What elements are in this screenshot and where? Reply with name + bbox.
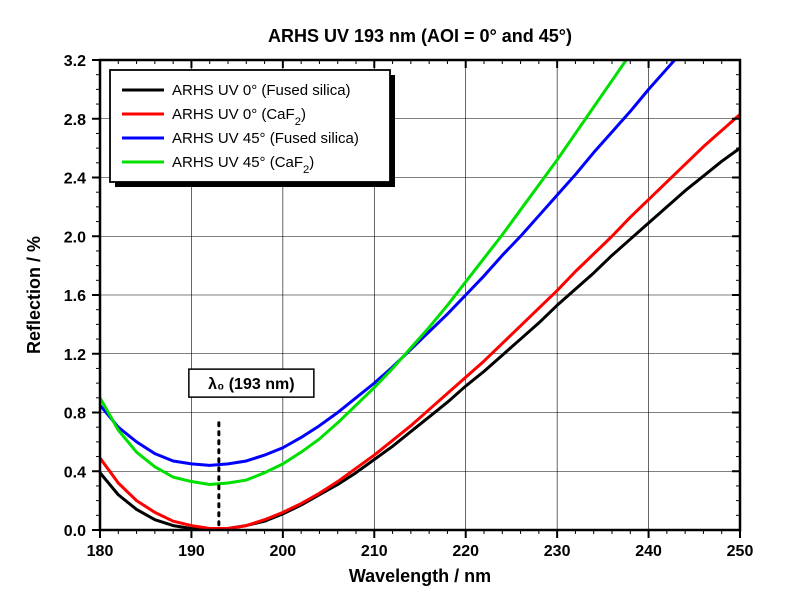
x-axis-label: Wavelength / nm	[349, 566, 491, 586]
y-axis-label: Reflection / %	[24, 236, 44, 354]
y-tick-label: 0.0	[64, 523, 86, 540]
x-tick-label: 220	[452, 543, 479, 560]
y-tick-label: 1.2	[64, 347, 86, 364]
legend-label: ARHS UV 0° (Fused silica)	[172, 82, 351, 99]
y-tick-label: 0.4	[64, 464, 86, 481]
x-tick-label: 210	[361, 543, 388, 560]
y-tick-label: 3.2	[64, 53, 86, 70]
chart-container: λ₀ (193 nm) 180 190 200 210 220 230 240 250 0.0 0.…	[0, 0, 800, 600]
x-tick-label: 250	[727, 543, 754, 560]
y-tick-label: 2.0	[64, 229, 86, 246]
legend-label: ARHS UV 45° (Fused silica)	[172, 130, 359, 147]
x-tick-label: 200	[270, 543, 297, 560]
y-tick-label: 1.6	[64, 288, 86, 305]
x-tick-label: 190	[178, 543, 205, 560]
x-tick-label: 230	[544, 543, 571, 560]
y-tick-label: 0.8	[64, 406, 86, 423]
x-tick-label: 180	[87, 543, 114, 560]
reflection-chart: λ₀ (193 nm) 180 190 200 210 220 230 240 250 0.0 0.…	[0, 0, 800, 600]
annotation-label: λ₀ (193 nm)	[208, 376, 294, 393]
x-tick-label: 240	[635, 543, 662, 560]
y-tick-label: 2.4	[64, 171, 86, 188]
chart-title: ARHS UV 193 nm (AOI = 0° and 45°)	[268, 26, 572, 46]
y-tick-label: 2.8	[64, 112, 86, 129]
